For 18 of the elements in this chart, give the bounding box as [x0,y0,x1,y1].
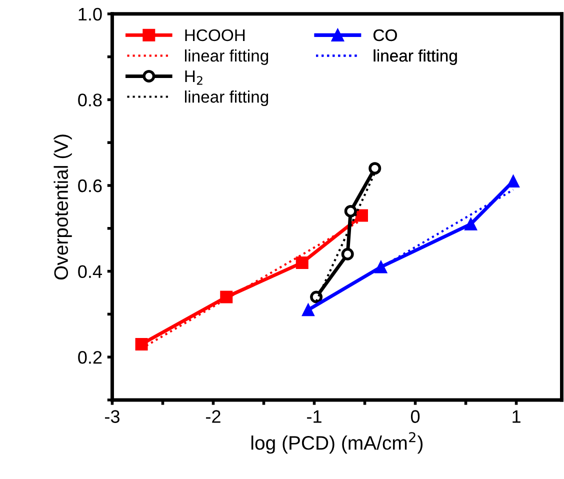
x-axis-title: log (PCD) (mA/cm$^{2}$) [251,432,423,454]
legend-label: linear fitting [185,49,268,65]
legend-label: linear fitting [185,90,268,106]
legend-label: linear fitting [374,49,457,65]
y-tick-label: 0.8 [78,94,102,106]
x-tick-label: -2 [206,410,220,423]
legend-label: CO [374,29,397,42]
x-tick-label: -3 [105,410,120,423]
legend-label: HCOOH [185,29,245,42]
x-tick-label: 1 [512,410,520,423]
y-axis-title: Overpotential (V) [54,134,72,280]
legend-label: H$_{2}$ [185,70,202,85]
y-tick-label: 0.4 [78,265,102,278]
y-tick-label: 0.6 [78,179,102,192]
x-tick-label: 0 [410,410,420,423]
y-tick-label: 0.2 [78,351,102,364]
y-tick-label: 1.0 [78,8,102,21]
x-tick-label: -1 [307,410,322,423]
